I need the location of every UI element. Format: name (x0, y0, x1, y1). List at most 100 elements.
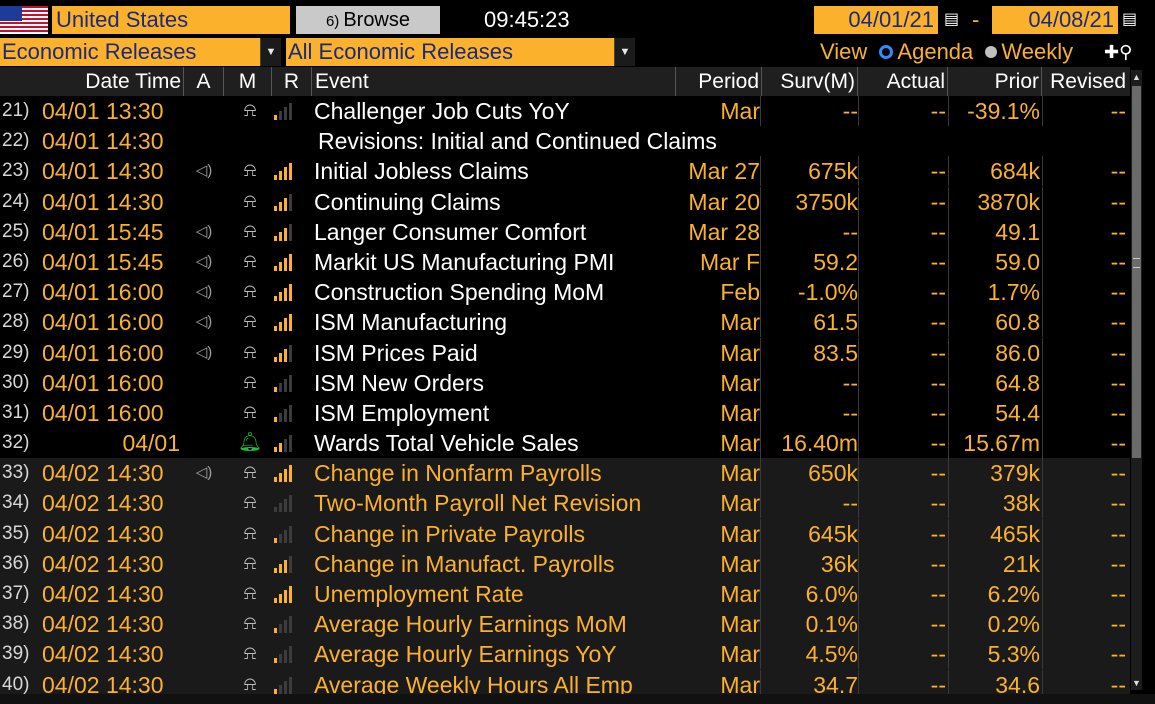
row-event[interactable]: Change in Nonfarm Payrolls (314, 460, 602, 487)
row-event[interactable]: Change in Manufact. Payrolls (314, 550, 615, 577)
col-r[interactable]: R (272, 67, 312, 96)
bell-icon[interactable]: ⍾ (243, 401, 257, 423)
speaker-icon[interactable] (184, 488, 224, 518)
bell-icon[interactable]: ⍾ (243, 613, 257, 635)
row-event[interactable]: Average Hourly Earnings MoM (314, 611, 627, 638)
col-revised[interactable]: Revised (1050, 70, 1126, 93)
calendar-icon[interactable]: ▤ (944, 11, 960, 28)
table-row[interactable]: 35) 04/02 14:30 ⍾ Change in Private Payroll… (0, 518, 1130, 549)
row-event[interactable]: Two-Month Payroll Net Revision (314, 490, 642, 517)
speaker-icon[interactable] (184, 96, 224, 126)
bell-icon[interactable]: ⍾ (243, 371, 257, 393)
speaker-icon[interactable]: ◁) (195, 313, 213, 331)
table-row[interactable]: 25) 04/01 15:45 ◁) ⍾ Langer Consumer Comfort… (0, 216, 1130, 247)
speaker-icon[interactable]: ◁) (195, 343, 213, 361)
speaker-icon[interactable] (184, 398, 224, 428)
agenda-radio[interactable] (879, 44, 894, 59)
table-row[interactable]: 24) 04/01 14:30 ⍾ Continuing Claims Mar 20 37… (0, 186, 1130, 217)
end-date-field[interactable]: 04/08/21 (992, 6, 1118, 34)
row-event[interactable]: ISM Manufacturing (314, 309, 508, 336)
table-row[interactable]: 31) 04/01 16:00 ⍾ ISM Employment Mar -- -- 54.4… (0, 397, 1130, 428)
bell-icon[interactable]: ⍾ (243, 583, 257, 604)
vertical-scrollbar[interactable]: ▲ ▼ (1131, 70, 1142, 690)
calendar-icon[interactable]: ▤ (1122, 11, 1138, 28)
speaker-icon[interactable]: ◁) (195, 252, 213, 270)
bell-icon[interactable]: ⍾ (243, 250, 257, 272)
bell-icon[interactable]: ⍾ (243, 673, 257, 695)
row-event[interactable]: Wards Total Vehicle Sales (314, 430, 579, 457)
bell-icon[interactable]: ⍾ (243, 100, 257, 121)
row-event[interactable]: ISM Prices Paid (314, 339, 478, 366)
table-row[interactable]: 22) 04/01 14:30 Revisions: Initial and Con… (0, 126, 1130, 156)
bell-icon[interactable]: ⍾ (243, 190, 257, 212)
col-actual[interactable]: Actual (858, 67, 948, 96)
chevron-down-icon[interactable]: ▼ (614, 38, 635, 66)
scroll-down-icon[interactable]: ▼ (1132, 678, 1141, 688)
table-row[interactable]: 23) 04/01 14:30 ◁) ⍾ Initial Jobless Claims M… (0, 156, 1130, 187)
bell-icon[interactable]: ⍾ (243, 492, 257, 514)
start-date-field[interactable]: 04/01/21 (814, 6, 938, 34)
row-event[interactable]: Average Hourly Earnings YoY (314, 641, 617, 668)
table-row[interactable]: 32) 04/01 🔔︎ Wards Total Vehicle Sales Mar 16… (0, 428, 1130, 459)
bell-icon[interactable]: ⍾ (243, 341, 257, 363)
bell-icon[interactable]: ⍾ (243, 311, 257, 333)
table-row[interactable]: 27) 04/01 16:00 ◁) ⍾ Construction Spending M… (0, 277, 1130, 308)
table-row[interactable]: 29) 04/01 16:00 ◁) ⍾ ISM Prices Paid Mar 83.5 -… (0, 337, 1130, 368)
row-event[interactable]: Markit US Manufacturing PMI (314, 248, 615, 275)
table-row[interactable]: 26) 04/01 15:45 ◁) ⍾ Markit US Manufacturing… (0, 246, 1130, 277)
weekly-radio[interactable] (985, 45, 998, 58)
row-event[interactable]: Change in Private Payrolls (314, 520, 586, 547)
table-row[interactable]: 39) 04/02 14:30 ⍾ Average Hourly Earnings Y… (0, 639, 1130, 670)
col-m[interactable]: M (224, 67, 272, 96)
table-row[interactable]: 21) 04/01 13:30 ⍾ Challenger Job Cuts YoY Ma… (0, 96, 1130, 126)
country-selector[interactable]: United States (52, 6, 290, 34)
zoom-icon[interactable]: ✚⚲ (1104, 42, 1133, 62)
agenda-label[interactable]: Agenda (897, 39, 974, 64)
row-event[interactable]: Challenger Job Cuts YoY (314, 98, 570, 124)
row-event[interactable]: Unemployment Rate (314, 581, 524, 607)
table-row[interactable]: 36) 04/02 14:30 ⍾ Change in Manufact. Payro… (0, 548, 1130, 579)
bell-icon[interactable]: ⍾ (243, 522, 257, 544)
row-event[interactable]: ISM Employment (314, 399, 490, 426)
speaker-icon[interactable] (184, 519, 224, 549)
row-event[interactable]: Langer Consumer Comfort (314, 218, 587, 245)
row-event[interactable]: ISM New Orders (314, 369, 484, 396)
speaker-icon[interactable] (184, 428, 224, 458)
speaker-icon[interactable]: ◁) (195, 283, 213, 301)
table-row[interactable]: 28) 04/01 16:00 ◁) ⍾ ISM Manufacturing Mar 61.… (0, 307, 1130, 338)
table-row[interactable]: 40) 04/02 14:30 ⍾ Average Weekly Hours All … (0, 669, 1130, 700)
table-row[interactable]: 38) 04/02 14:30 ⍾ Average Hourly Earnings M… (0, 609, 1130, 640)
scrollbar-thumb[interactable] (1132, 86, 1141, 458)
speaker-icon[interactable] (184, 187, 224, 217)
row-event[interactable]: Average Weekly Hours All Emp (314, 671, 633, 698)
category-dropdown[interactable]: Economic Releases (0, 38, 260, 66)
bell-icon[interactable]: ⍾ (243, 160, 257, 182)
bell-icon[interactable]: 🔔︎ (237, 432, 263, 454)
row-event[interactable]: Construction Spending MoM (314, 279, 605, 306)
bell-icon[interactable]: ⍾ (243, 643, 257, 665)
bell-icon[interactable]: ⍾ (243, 462, 257, 484)
row-event[interactable]: Revisions: Initial and Continued Claims (318, 128, 717, 155)
col-prior[interactable]: Prior (948, 67, 1042, 96)
chevron-down-icon[interactable]: ▼ (260, 38, 281, 66)
bell-icon[interactable]: ⍾ (243, 552, 257, 574)
browse-button[interactable]: 6) Browse (296, 6, 440, 34)
row-event[interactable]: Initial Jobless Claims (314, 158, 529, 185)
subcategory-dropdown[interactable]: All Economic Releases (286, 38, 614, 66)
table-row[interactable]: 33) 04/02 14:30 ◁) ⍾ Change in Nonfarm Payro… (0, 458, 1130, 489)
col-period[interactable]: Period (676, 67, 762, 96)
speaker-icon[interactable] (184, 549, 224, 579)
speaker-icon[interactable]: ◁) (195, 464, 213, 482)
col-surv[interactable]: Surv(M) (762, 67, 858, 96)
speaker-icon[interactable] (184, 368, 224, 398)
table-row[interactable]: 34) 04/02 14:30 ⍾ Two-Month Payroll Net Rev… (0, 488, 1130, 519)
speaker-icon[interactable] (184, 579, 224, 609)
row-event[interactable]: Continuing Claims (314, 188, 501, 215)
col-a[interactable]: A (184, 67, 224, 96)
speaker-icon[interactable] (184, 609, 224, 639)
scroll-up-icon[interactable]: ▲ (1132, 72, 1141, 82)
table-row[interactable]: 37) 04/02 14:30 ⍾ Unemployment Rate Mar 6.0% -… (0, 579, 1130, 610)
bell-icon[interactable]: ⍾ (243, 220, 257, 242)
speaker-icon[interactable]: ◁) (195, 222, 213, 240)
speaker-icon[interactable] (184, 639, 224, 669)
